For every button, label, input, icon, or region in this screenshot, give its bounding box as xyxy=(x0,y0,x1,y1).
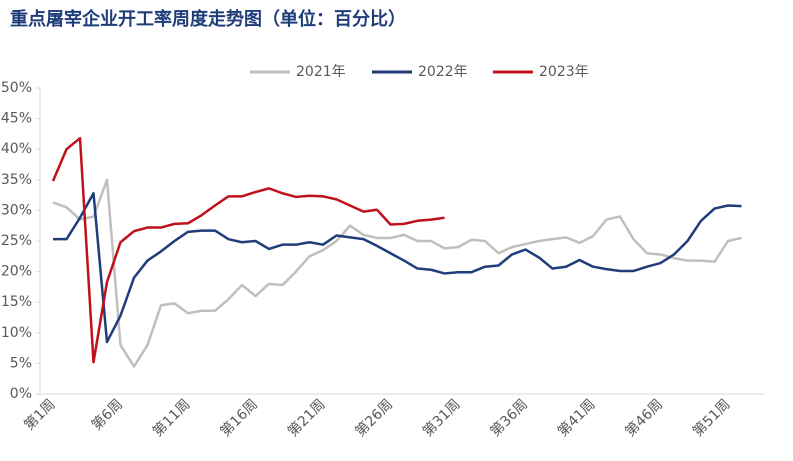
series-line xyxy=(53,192,742,344)
legend-label: 2021年 xyxy=(296,64,346,80)
x-tick-label: 第31周 xyxy=(419,396,463,440)
series-line xyxy=(51,136,445,364)
series-line xyxy=(52,178,742,368)
x-tick-label: 第26周 xyxy=(352,396,396,440)
y-tick-label: 15% xyxy=(1,294,32,310)
x-tick-label: 第36周 xyxy=(487,396,531,440)
y-tick-label: 35% xyxy=(1,172,32,188)
x-tick-label: 第6周 xyxy=(88,396,126,434)
chart-title: 重点屠宰企业开工率周度走势图（单位：百分比） xyxy=(10,8,406,30)
y-tick-label: 0% xyxy=(10,386,32,402)
y-tick-label: 30% xyxy=(1,202,32,218)
x-tick-label: 第11周 xyxy=(149,396,193,440)
x-tick-label: 第46周 xyxy=(622,396,666,440)
x-tick-label: 第16周 xyxy=(217,396,261,440)
x-tick-label: 第51周 xyxy=(689,396,733,440)
y-tick-label: 45% xyxy=(1,111,32,127)
y-tick-label: 40% xyxy=(1,141,32,157)
y-tick-label: 50% xyxy=(1,80,32,96)
y-tick-label: 20% xyxy=(1,264,32,280)
legend-label: 2022年 xyxy=(418,64,468,80)
x-tick-label: 第21周 xyxy=(284,396,328,440)
y-tick-label: 25% xyxy=(1,233,32,249)
x-tick-label: 第41周 xyxy=(554,396,598,440)
legend-label: 2023年 xyxy=(539,64,589,80)
y-tick-label: 5% xyxy=(10,355,32,371)
y-tick-label: 10% xyxy=(1,325,32,341)
